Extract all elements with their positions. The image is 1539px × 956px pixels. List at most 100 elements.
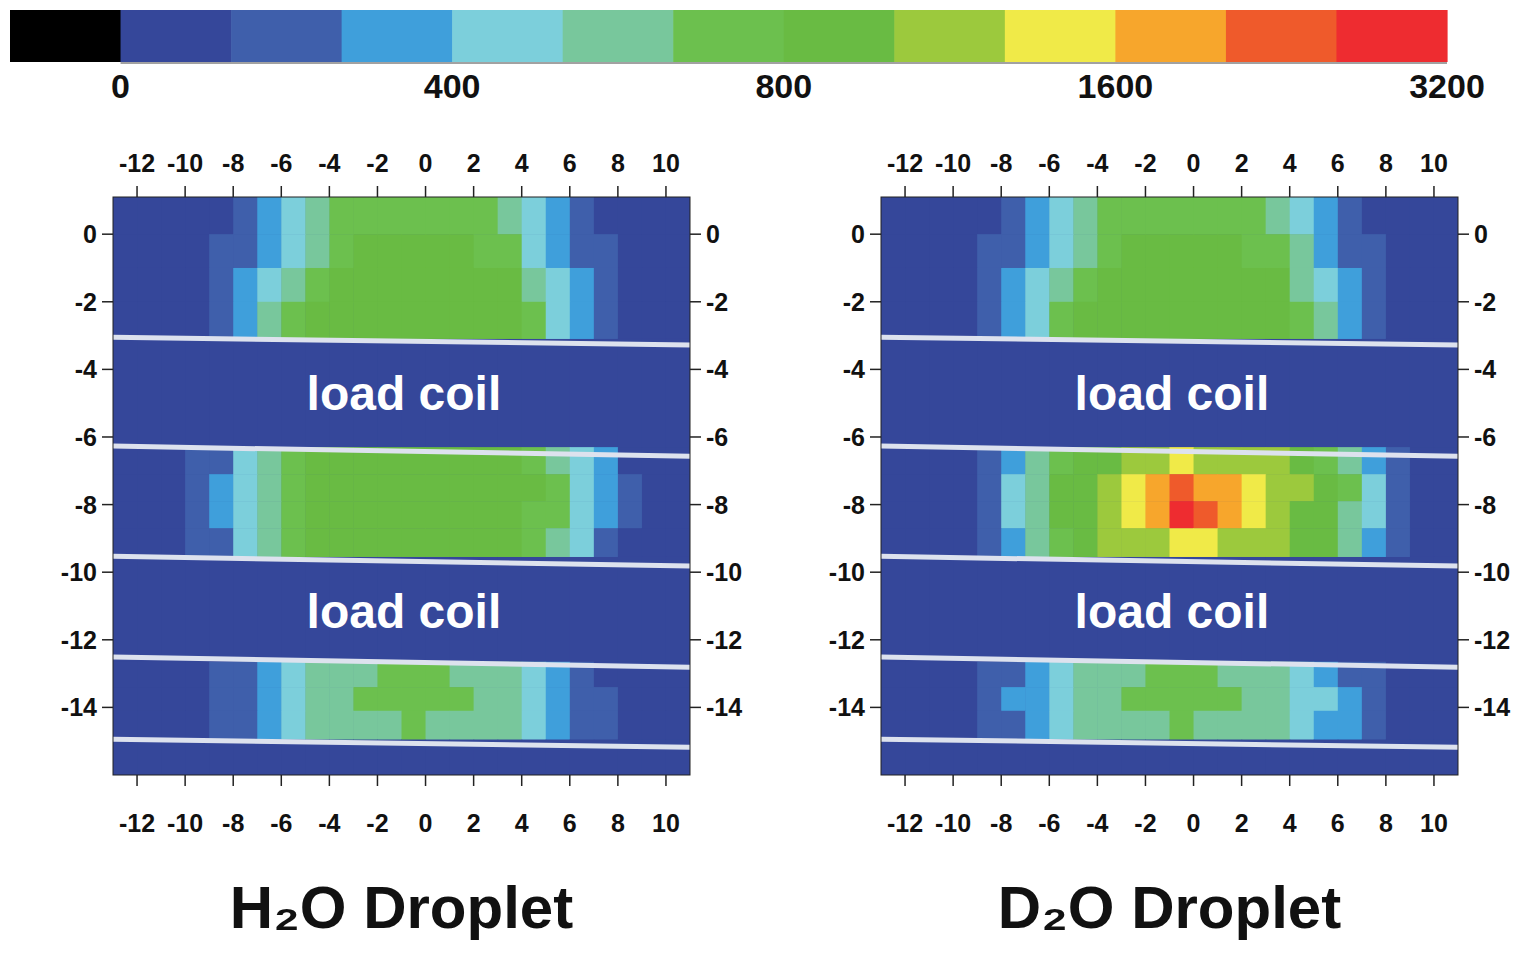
cell — [402, 197, 427, 235]
panel: -12-12-10-10-8-8-6-6-4-4-2-2002244668810… — [829, 149, 1510, 941]
cell — [113, 302, 138, 340]
x-tick-label: -6 — [270, 149, 292, 177]
cell — [977, 662, 1002, 688]
cell — [1314, 339, 1339, 448]
heatmap-cells — [881, 197, 1458, 775]
cell — [1073, 268, 1098, 302]
cell — [1410, 447, 1435, 475]
cell — [137, 268, 162, 302]
cell — [522, 711, 547, 740]
x-tick-label: 8 — [611, 149, 625, 177]
cell — [233, 711, 258, 740]
cell — [1362, 447, 1387, 475]
y-tick — [870, 233, 881, 235]
cell — [137, 302, 162, 340]
cell — [881, 740, 906, 775]
cell — [1218, 268, 1243, 302]
cell — [1170, 501, 1195, 529]
cell — [161, 740, 186, 775]
colorbar-segment — [784, 10, 895, 62]
cell — [1073, 711, 1098, 740]
x-tick-label: -4 — [1086, 809, 1108, 837]
cell — [666, 528, 690, 557]
cell — [666, 711, 690, 740]
cell — [522, 528, 547, 557]
x-tick-label: -2 — [366, 809, 388, 837]
cell — [474, 711, 499, 740]
cell — [1097, 662, 1122, 688]
cell — [185, 528, 210, 557]
cell — [977, 528, 1002, 557]
colorbar-segment — [10, 10, 121, 62]
x-tick — [1000, 186, 1002, 197]
cell — [1386, 528, 1411, 557]
cell — [570, 197, 595, 235]
cell — [929, 740, 954, 775]
cell — [137, 501, 162, 529]
cell — [929, 687, 954, 711]
cell — [1410, 339, 1435, 448]
cell — [1362, 557, 1387, 662]
cell — [257, 711, 282, 740]
cell — [305, 501, 330, 529]
cell — [1242, 234, 1267, 268]
cell — [209, 662, 234, 688]
y-tick — [870, 369, 881, 371]
cell — [1218, 234, 1243, 268]
cell — [929, 302, 954, 340]
x-tick — [473, 775, 475, 786]
cell — [1362, 528, 1387, 557]
cell — [1073, 197, 1098, 235]
x-tick — [569, 775, 571, 786]
cell — [1049, 687, 1074, 711]
cell — [1290, 711, 1315, 740]
cell — [1145, 687, 1170, 711]
y-tick-label: -2 — [706, 288, 728, 316]
cell — [1121, 302, 1146, 340]
cell — [1434, 528, 1458, 557]
cell — [498, 234, 523, 268]
cell — [929, 557, 954, 662]
cell — [113, 711, 138, 740]
y-tick-label: -8 — [75, 491, 97, 519]
y-tick — [690, 369, 701, 371]
x-tick — [473, 186, 475, 197]
cell — [1434, 557, 1458, 662]
cell — [1314, 687, 1339, 711]
cell — [329, 268, 354, 302]
cell — [881, 557, 906, 662]
cell — [1410, 687, 1435, 711]
x-tick-label: 10 — [652, 149, 680, 177]
y-tick-label: 0 — [83, 220, 97, 248]
cell — [1410, 268, 1435, 302]
x-tick-label: -8 — [990, 149, 1012, 177]
y-tick-label: -14 — [829, 693, 865, 721]
cell — [522, 197, 547, 235]
cell — [1410, 711, 1435, 740]
cell — [1314, 447, 1339, 475]
cell — [209, 302, 234, 340]
cell — [402, 501, 427, 529]
cell — [161, 234, 186, 268]
cell — [329, 528, 354, 557]
y-tick-label: -12 — [706, 626, 742, 654]
x-tick — [281, 775, 283, 786]
cell — [1314, 557, 1339, 662]
cell — [1338, 339, 1363, 448]
annotation: load coil — [1075, 585, 1270, 638]
cell — [905, 687, 930, 711]
x-tick-label: 10 — [1420, 809, 1448, 837]
colorbar-segment — [452, 10, 563, 62]
cell — [1290, 687, 1315, 711]
cell — [977, 302, 1002, 340]
cell — [377, 474, 402, 502]
cell — [474, 268, 499, 302]
cell — [1242, 197, 1267, 235]
y-tick-label: -6 — [1474, 423, 1496, 451]
cell — [1049, 501, 1074, 529]
panel-title: H₂O Droplet — [230, 874, 573, 941]
cell — [450, 711, 475, 740]
colorbar-tick-label: 400 — [424, 67, 481, 105]
cell — [233, 474, 258, 502]
cell — [137, 447, 162, 475]
